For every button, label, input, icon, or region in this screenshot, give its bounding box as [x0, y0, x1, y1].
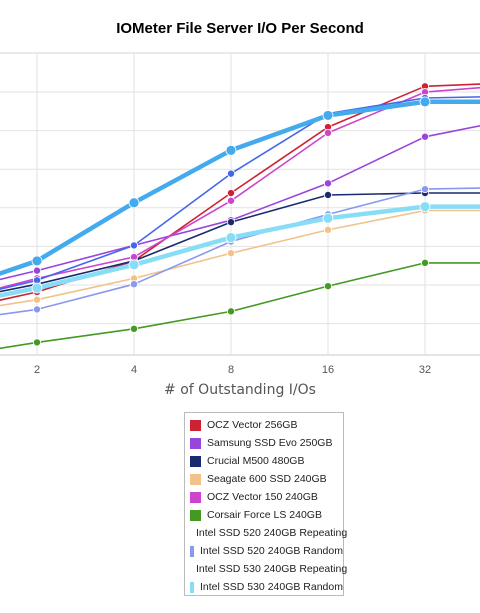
line-chart-plot: 2 4 8 16 32 [0, 52, 480, 376]
data-point [33, 266, 42, 275]
data-point [226, 169, 235, 178]
legend-swatch [190, 491, 201, 503]
data-point [226, 307, 235, 316]
data-point [322, 212, 334, 224]
data-point [419, 96, 431, 108]
series-line [0, 262, 480, 350]
legend-label: Samsung SSD Evo 250GB [207, 437, 333, 449]
legend-label: Seagate 600 SSD 240GB [207, 473, 327, 485]
x-axis-label: # of Outstanding I/Os [164, 382, 316, 398]
data-point [226, 218, 235, 227]
legend-swatch [190, 455, 201, 467]
legend-label: OCZ Vector 256GB [207, 419, 298, 431]
chart-legend: OCZ Vector 256GB Samsung SSD Evo 250GB Cru… [184, 412, 347, 596]
data-point [419, 201, 431, 213]
legend-label: Crucial M500 480GB [207, 455, 305, 467]
series-intel-ssd-530-240gb-repeating [0, 96, 480, 276]
legend-item: Intel SSD 520 240GB Repeating [185, 524, 347, 542]
data-point [128, 259, 140, 271]
legend-item: Intel SSD 530 240GB Random [185, 578, 343, 596]
data-point [129, 324, 138, 333]
legend-item: OCZ Vector 150 240GB [185, 488, 343, 506]
legend-item: Seagate 600 SSD 240GB [185, 470, 343, 488]
data-point [33, 305, 42, 314]
legend-label: Intel SSD 530 240GB Repeating [196, 563, 348, 575]
data-point [322, 110, 334, 121]
legend-swatch [190, 509, 201, 521]
legend-label: Intel SSD 530 240GB Random [199, 581, 343, 593]
data-point [128, 197, 140, 209]
legend-item: Intel SSD 520 240GB Random [185, 542, 343, 560]
data-point [420, 132, 429, 141]
x-tick-label: 16 [322, 364, 334, 376]
data-point [420, 258, 429, 267]
data-point [129, 241, 138, 250]
legend-item: Crucial M500 480GB [185, 452, 343, 470]
series-line [0, 96, 480, 291]
legend-swatch [190, 437, 201, 449]
data-point [33, 338, 42, 347]
data-point [226, 249, 235, 258]
data-point [129, 280, 138, 289]
data-point [323, 128, 332, 137]
data-point [31, 282, 43, 294]
legend-item: Corsair Force LS 240GB [185, 506, 343, 524]
legend-label: Corsair Force LS 240GB [207, 509, 322, 521]
chart-title: IOMeter File Server I/O Per Second [116, 20, 364, 37]
data-point [31, 255, 43, 267]
data-point [323, 225, 332, 234]
legend-item: OCZ Vector 256GB [185, 416, 343, 434]
data-point [323, 282, 332, 291]
legend-swatch [190, 473, 201, 485]
series-intel-ssd-520-240gb-random [0, 185, 480, 316]
data-point [226, 189, 235, 198]
legend-label: Intel SSD 520 240GB Random [199, 545, 343, 557]
x-tick-label: 8 [228, 364, 234, 376]
data-point [420, 185, 429, 194]
legend-label: Intel SSD 520 240GB Repeating [196, 527, 348, 539]
legend-swatch [190, 545, 194, 557]
data-point [323, 179, 332, 188]
x-tick-label: 2 [34, 364, 40, 376]
x-tick-label: 4 [131, 364, 137, 376]
x-tick-label: 32 [419, 364, 431, 376]
data-point [226, 196, 235, 205]
legend-label: OCZ Vector 150 240GB [207, 491, 318, 503]
data-point [225, 232, 237, 244]
legend-swatch [190, 581, 194, 593]
legend-item: Intel SSD 530 240GB Repeating [185, 560, 347, 578]
legend-item: Samsung SSD Evo 250GB [185, 434, 343, 452]
data-point [323, 190, 332, 199]
series-corsair-force-ls-240gb [0, 258, 480, 350]
legend-swatch [190, 419, 201, 431]
data-point [225, 144, 237, 156]
series-intel-ssd-520-240gb-repeating [0, 93, 480, 291]
series-intel-ssd-530-240gb-random [0, 201, 480, 298]
data-point [33, 295, 42, 304]
